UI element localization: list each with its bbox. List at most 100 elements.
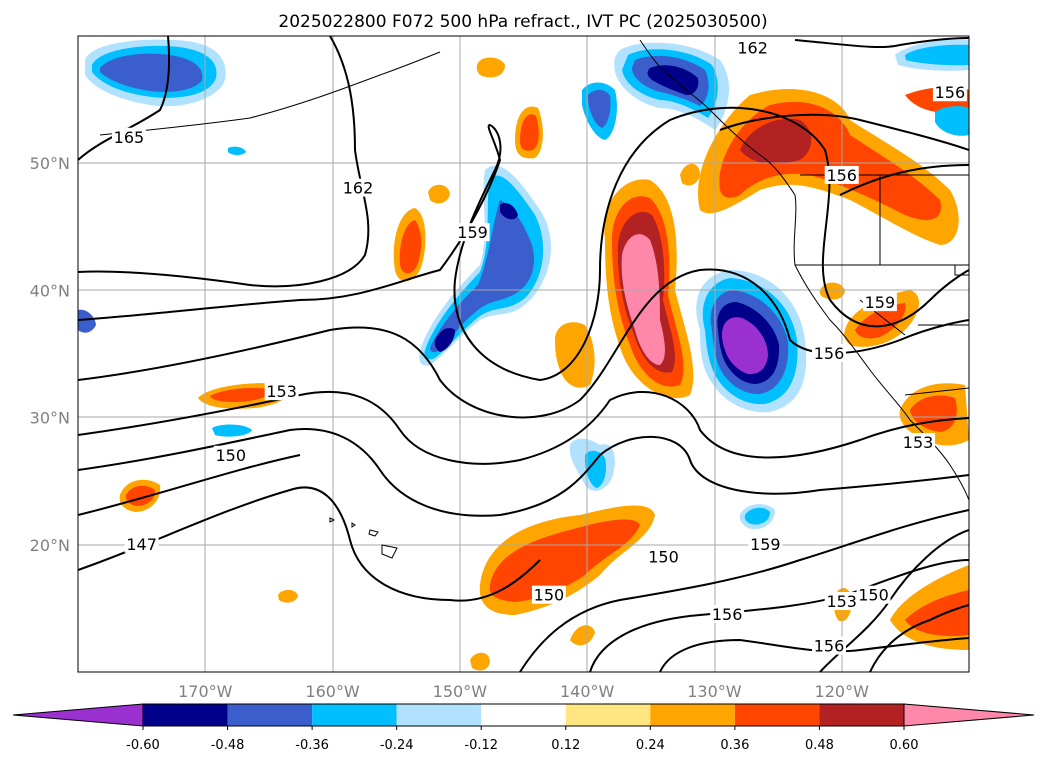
contour-label: 150 xyxy=(648,548,679,567)
map-area: 1621651621591561561591561531501471531591… xyxy=(78,36,969,672)
anomaly-negative-alaska-6 xyxy=(588,89,611,128)
coastline-aleutians xyxy=(99,51,441,136)
anomaly-positive-se-2 xyxy=(905,590,969,637)
islands-hawaii xyxy=(329,517,398,559)
contour-label: 159 xyxy=(750,535,781,554)
contour-label-bg xyxy=(862,293,897,312)
contour-label: 156 xyxy=(826,166,857,185)
contour-147 xyxy=(78,486,541,602)
contour-south-5 xyxy=(869,604,969,672)
contour-label: 156 xyxy=(712,605,743,624)
anomaly-negative-blob-2 xyxy=(744,507,770,525)
anomaly-positive-blob-10 xyxy=(476,57,505,78)
contour-label: 150 xyxy=(858,586,889,605)
contour-150 xyxy=(78,428,969,517)
anomaly-negative-blob-4 xyxy=(585,450,607,488)
contour-156-upper xyxy=(719,113,969,151)
contour-label-bg xyxy=(111,127,146,146)
lon-tick-label: 140°W xyxy=(560,682,615,701)
lat-tick-label: 50°N xyxy=(30,154,70,173)
contour-label: 150 xyxy=(215,446,246,465)
longitude-tick-labels: 170°W 160°W 150°W 140°W 130°W 120°W xyxy=(178,682,869,701)
lon-tick-label: 120°W xyxy=(815,682,870,701)
colorbar-tick-label: 0.24 xyxy=(636,738,665,753)
contour-label-bg xyxy=(811,636,846,655)
contour-label-bg xyxy=(455,223,490,242)
contour-162-north xyxy=(794,37,969,49)
lon-tick-label: 170°W xyxy=(178,682,233,701)
contour-label: 159 xyxy=(865,293,896,312)
anomaly-negative-blob-6 xyxy=(78,309,96,333)
lat-tick-label: 40°N xyxy=(30,281,70,300)
map-frame xyxy=(77,35,970,673)
contour-159 xyxy=(78,106,969,382)
contour-label: 165 xyxy=(114,128,145,147)
anomaly-positive-blob-12 xyxy=(680,163,700,186)
contour-label-bg xyxy=(710,604,745,623)
contour-162-west xyxy=(78,36,370,288)
contour-label-bg xyxy=(856,585,891,604)
colorbar-frame xyxy=(142,703,905,727)
border-states-2 xyxy=(879,175,969,276)
colorbar-segment xyxy=(143,704,228,726)
contour-147-b xyxy=(78,454,301,516)
shaded-anomalies xyxy=(78,39,969,671)
colorbar-segment xyxy=(734,704,820,726)
lon-tick-label: 160°W xyxy=(305,682,360,701)
colorbar-segment xyxy=(565,704,651,726)
contour-label: 153 xyxy=(826,592,857,611)
colorbar-tick-label: -0.24 xyxy=(380,738,414,753)
contour-label: 153 xyxy=(903,433,934,452)
colorbar-tick-label: 0.60 xyxy=(890,738,919,753)
anomaly-positive-blob-4 xyxy=(520,114,539,151)
colorbar-segment xyxy=(312,704,397,726)
contour-label-bg xyxy=(124,534,159,553)
contour-label-bg xyxy=(748,534,783,553)
anomaly-negative-blob-5 xyxy=(212,424,252,437)
contour-label-bg xyxy=(811,344,846,362)
contour-165 xyxy=(78,36,171,161)
latitude-tick-labels: 50°N 40°N 30°N 20°N xyxy=(30,154,70,555)
anomaly-positive-blob-2 xyxy=(399,220,422,274)
colorbar-segment xyxy=(396,704,482,726)
colorbar-segment xyxy=(481,704,566,726)
contour-south-1 xyxy=(519,509,969,672)
colorbar-tick-label: -0.12 xyxy=(464,738,498,753)
lon-tick-label: 130°W xyxy=(687,682,742,701)
colorbar-tick-label: -0.36 xyxy=(295,738,329,753)
colorbar-segment xyxy=(819,704,904,726)
contour-label-bg xyxy=(735,38,770,57)
anomaly-positive-south-small xyxy=(570,625,595,646)
anomaly-positive-blob-14 xyxy=(470,652,490,671)
colorbar-extend-max xyxy=(903,703,1035,727)
anomaly-positive-cal-2 xyxy=(855,303,906,339)
contour-label-bg xyxy=(646,547,681,566)
contour-156-nw xyxy=(839,164,969,196)
anomaly-positive-pnw-3 xyxy=(740,118,812,164)
contour-label-bg xyxy=(824,592,859,611)
anomaly-positive-blob-13 xyxy=(428,184,450,204)
colorbar-tick-label: -0.60 xyxy=(126,738,160,753)
anomaly-positive-filament-core xyxy=(621,234,665,365)
contour-label-bg xyxy=(932,83,967,102)
chart-title: 2025022800 F072 500 hPa refract., IVT PC… xyxy=(278,12,767,32)
anomaly-negative-arm-5 xyxy=(500,203,518,220)
contour-label: 159 xyxy=(457,223,488,242)
anomaly-positive-blob-15 xyxy=(278,589,298,603)
anomaly-negative-arm-4 xyxy=(434,328,455,352)
colorbar-extend-min xyxy=(12,703,144,727)
colorbar-tick-label: 0.36 xyxy=(720,738,749,753)
anomaly-negative-ne-3 xyxy=(935,106,969,136)
border-us-mexico xyxy=(904,387,969,396)
anomaly-negative-blob-7 xyxy=(228,146,246,155)
colorbar: -0.60 -0.48 -0.36 -0.24 -0.12 0.12 0.24 0.36 0.4… xyxy=(12,703,1035,753)
anomaly-negative-sw-5 xyxy=(722,317,768,375)
contour-label: 153 xyxy=(266,382,297,401)
contour-label-bg xyxy=(824,165,859,184)
contour-label: 147 xyxy=(126,535,157,554)
contour-labels: 1621651621591561561591561531501471531591… xyxy=(111,38,967,656)
contour-label: 156 xyxy=(935,83,966,102)
contour-label: 156 xyxy=(814,637,845,656)
anomaly-negative-nw-3 xyxy=(100,53,203,92)
